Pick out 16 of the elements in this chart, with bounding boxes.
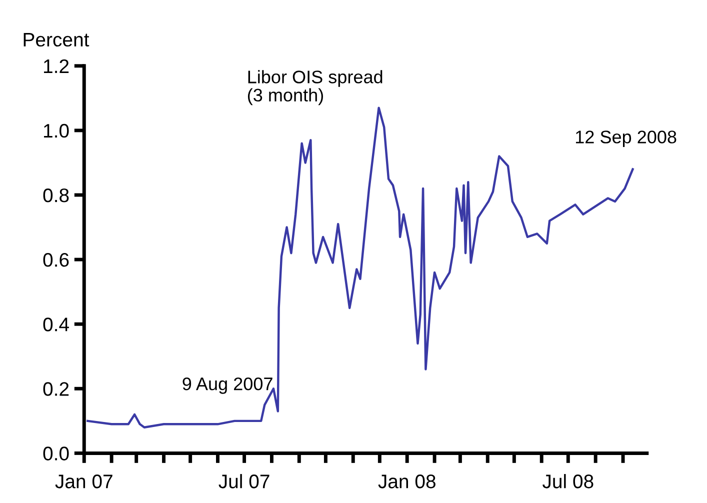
annotation: 12 Sep 2008 <box>576 130 676 147</box>
y-tick-label: 1.2 <box>44 59 69 73</box>
y-tick-label: 0.2 <box>43 382 69 396</box>
y-tick-label: 0.8 <box>43 188 69 202</box>
y-tick-label: 1.0 <box>44 124 69 138</box>
x-tick-label: Jan 08 <box>378 474 436 488</box>
x-tick-label: Jul 07 <box>218 474 270 488</box>
y-axis-title: Percent <box>24 32 90 47</box>
annotation: 9 Aug 2007 <box>182 377 272 394</box>
y-tick-label: 0.6 <box>43 253 69 267</box>
line-series <box>86 106 634 428</box>
y-tick-label: 0.4 <box>43 318 69 332</box>
series-label: Libor OIS spread (3 month) <box>248 70 382 106</box>
x-tick-label: Jan 07 <box>55 474 112 488</box>
y-tick-label: 0.0 <box>43 446 69 460</box>
x-tick-label: Jul 08 <box>542 474 594 488</box>
